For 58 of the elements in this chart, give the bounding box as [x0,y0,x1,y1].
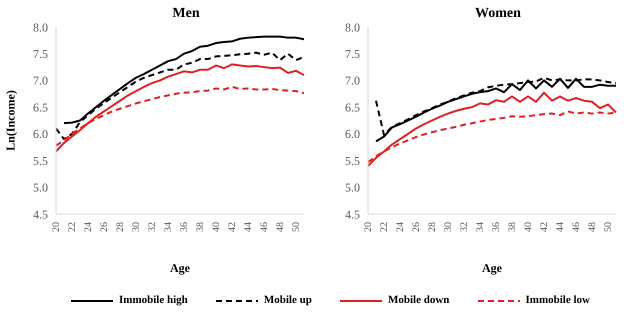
chart-title: Women [474,6,522,22]
y-tick-label: 6.5 [33,100,48,114]
x-tick-label: 48 [275,222,286,232]
chart-title: Men [171,6,201,22]
x-tick-label: 40 [523,222,534,232]
x-tick-label: 32 [459,222,470,232]
x-tick-label: 38 [195,222,206,232]
x-tick-label: 24 [395,222,406,232]
y-tick-label: 5.5 [33,154,48,168]
y-tick-label: 5.5 [345,154,360,168]
y-tick-label: 7.0 [33,74,48,88]
x-tick-label: 50 [603,222,614,232]
x-tick-label: 22 [67,222,78,232]
x-tick-label: 34 [475,222,486,232]
x-tick-label: 20 [51,222,62,232]
x-tick-label: 26 [411,222,422,232]
x-tick-label: 24 [83,222,94,232]
y-tick-label: 6.5 [345,100,360,114]
x-tick-label: 42 [227,222,238,232]
legend-label: Immobile high [119,294,188,307]
y-tick-label: 5.0 [33,180,48,195]
line-series [55,63,305,152]
x-tick-label: 34 [163,222,174,232]
x-tick-label: 46 [571,222,582,232]
x-tick-label: 44 [555,222,566,232]
x-tick-label: 38 [507,222,518,232]
y-tick-label: 5.0 [345,180,360,195]
x-tick-label: 20 [363,222,374,232]
y-tick-label: 8.0 [345,20,360,34]
x-tick-label: 40 [211,222,222,232]
x-tick-label: 22 [379,222,390,232]
y-tick-label: 6.0 [33,127,48,142]
legend-label: Immobile low [526,294,590,307]
legend-label: Mobile down [388,294,450,307]
x-tick-label: 46 [259,222,270,232]
x-tick-label: 44 [243,222,254,232]
y-tick-label: 4.5 [33,207,48,222]
x-tick-label: 32 [147,222,158,232]
x-tick-label: 30 [443,222,454,232]
y-tick-label: 6.0 [345,127,360,142]
x-tick-label: 30 [131,222,142,232]
x-tick-label: 28 [427,222,438,232]
y-tick-label: 8.0 [33,20,48,34]
x-axis-title: Age [170,261,191,275]
x-tick-label: 28 [115,222,126,232]
x-tick-label: 48 [587,222,598,232]
y-tick-label: 4.5 [345,207,360,222]
x-tick-label: 26 [99,222,110,232]
x-tick-label: 36 [179,222,190,232]
x-tick-label: 50 [291,222,302,232]
x-axis-title: Age [482,261,503,275]
x-tick-label: 36 [491,222,502,232]
legend-label: Mobile up [264,294,312,307]
y-tick-label: 7.5 [345,46,360,61]
x-tick-label: 42 [539,222,550,232]
y-axis-title: Ln(Income) [3,90,18,151]
y-tick-label: 7.5 [33,46,48,61]
y-tick-label: 7.0 [345,74,360,88]
